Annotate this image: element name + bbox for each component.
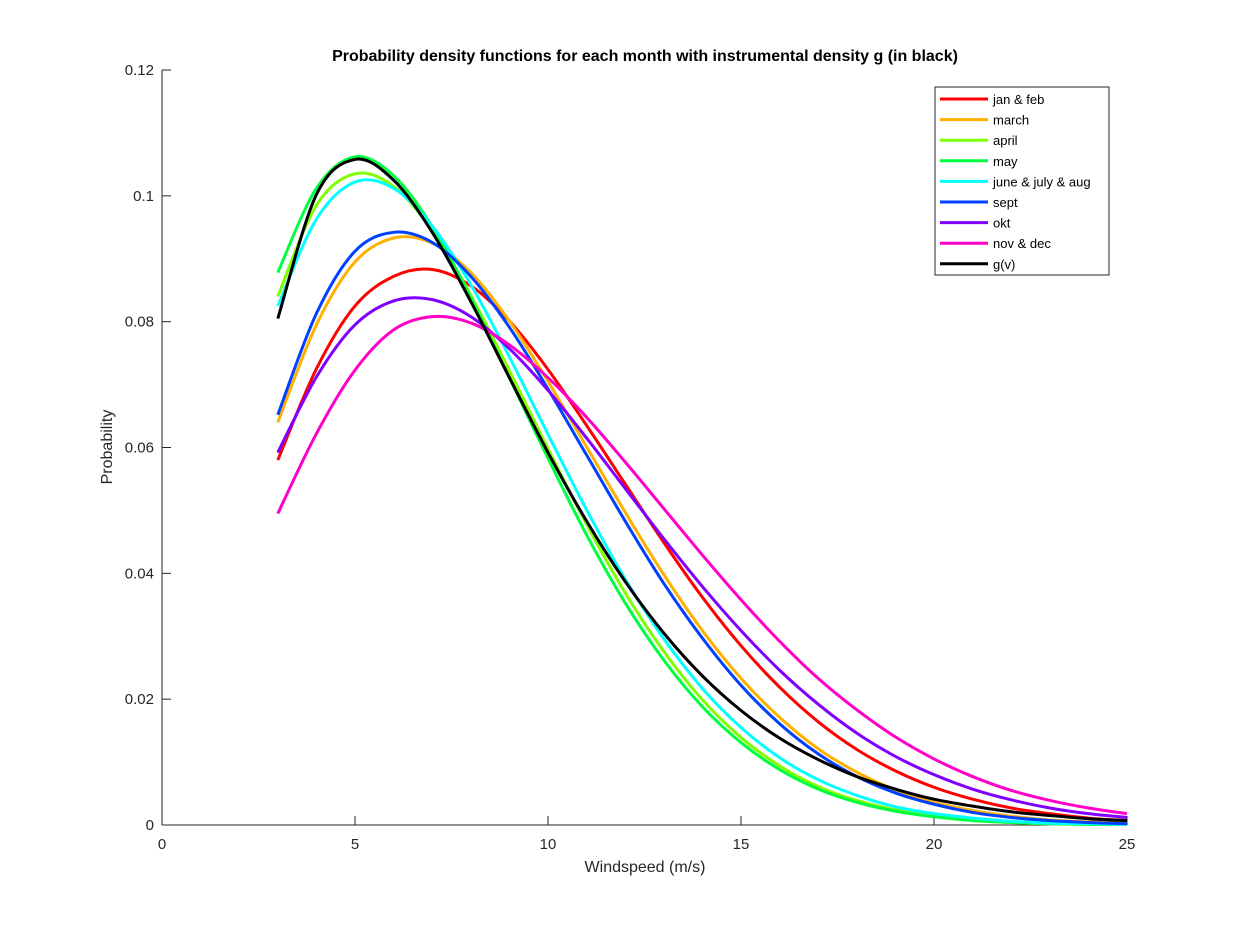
series-line-jan-feb [276, 267, 1128, 823]
x-ticks: 0 5 10 15 20 25 [158, 816, 1136, 853]
x-axis-title: Windspeed (m/s) [585, 859, 706, 876]
series-line-sept [276, 230, 1128, 826]
x-tick-label: 0 [158, 836, 166, 853]
y-tick-label: 0.12 [125, 62, 154, 79]
x-tick-label: 5 [351, 836, 359, 853]
y-tick-label: 0.02 [125, 691, 154, 708]
y-tick-label: 0 [146, 817, 154, 834]
legend-label: g(v) [993, 257, 1015, 272]
series-line-may [276, 155, 1128, 826]
legend-label: nov & dec [993, 236, 1051, 251]
legend-items: jan & feb march april may june & july & aug s… [940, 92, 1091, 272]
legend-label: sept [993, 195, 1018, 210]
y-tick-label: 0.06 [125, 440, 154, 457]
x-tick-label: 10 [540, 836, 557, 853]
y-ticks: 0 0.02 0.04 0.06 0.08 0.1 0.12 [125, 62, 171, 834]
legend-label: jan & feb [992, 92, 1044, 107]
legend-label: march [993, 113, 1029, 128]
legend-label: april [993, 133, 1018, 148]
series-lines [276, 155, 1128, 826]
y-tick-label: 0.08 [125, 314, 154, 331]
y-tick-label: 0.1 [133, 188, 154, 205]
series-line-march [276, 235, 1128, 825]
legend: jan & feb march april may june & july & aug s… [934, 86, 1110, 276]
series-line-okt [276, 296, 1128, 819]
legend-label: may [993, 154, 1018, 169]
series-line-nov-dec [276, 314, 1128, 816]
x-tick-label: 20 [926, 836, 943, 853]
x-tick-label: 15 [733, 836, 750, 853]
y-axis-title: Probability [99, 410, 116, 485]
legend-label: june & july & aug [992, 174, 1091, 189]
legend-label: okt [993, 216, 1011, 231]
y-tick-label: 0.04 [125, 565, 154, 582]
chart-title: Probability density functions for each m… [332, 48, 958, 65]
x-tick-label: 25 [1119, 836, 1136, 853]
series-line-g-v [276, 157, 1128, 823]
